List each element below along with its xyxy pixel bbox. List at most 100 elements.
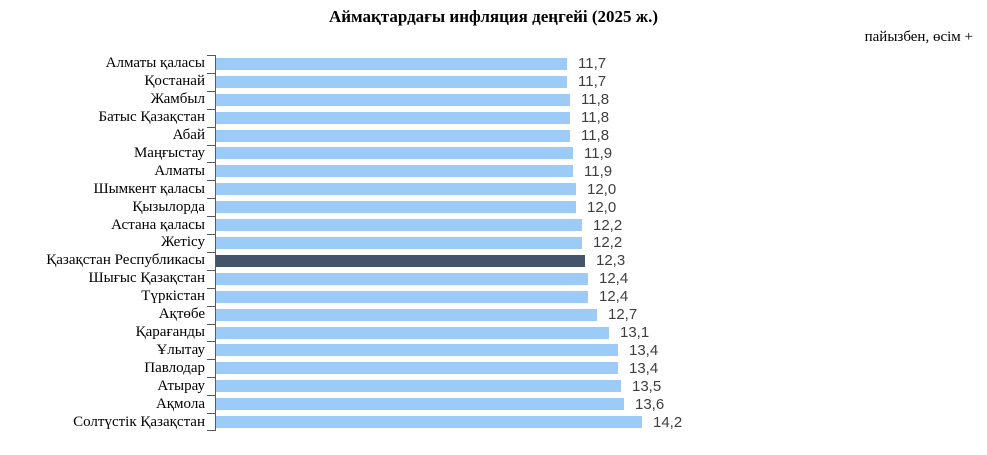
- category-label: Шымкент қаласы: [93, 180, 205, 197]
- bar: [216, 236, 582, 249]
- value-label: 14,2: [653, 413, 683, 431]
- category-label: Жетісу: [160, 234, 205, 251]
- category-label: Ұлытау: [156, 341, 205, 358]
- value-label: 13,6: [635, 395, 665, 413]
- axis-tick: [207, 162, 216, 163]
- category-label: Қызылорда: [132, 198, 205, 215]
- value-label: 11,7: [578, 55, 607, 73]
- axis-tick: [207, 359, 216, 360]
- category-label: Астана қаласы: [111, 216, 205, 233]
- bar: [216, 362, 618, 375]
- category-label: Алматы қаласы: [105, 55, 205, 72]
- axis-tick: [207, 234, 216, 235]
- axis-tick: [207, 288, 216, 289]
- chart-row: Шымкент қаласы 12,0: [0, 180, 987, 198]
- axis-tick: [207, 145, 216, 146]
- category-label: Ақтөбе: [158, 306, 205, 323]
- chart-row: Шығыс Қазақстан 12,4: [0, 270, 987, 288]
- category-label: Ақмола: [155, 395, 205, 412]
- value-label: 13,4: [629, 359, 659, 377]
- value-label: 11,9: [584, 162, 613, 180]
- axis-tick: [207, 306, 216, 307]
- bar: [216, 201, 576, 214]
- chart-row: Астана қаласы 12,2: [0, 216, 987, 234]
- bar-highlight: [216, 254, 585, 267]
- axis-tick: [207, 73, 216, 74]
- value-label: 12,3: [596, 252, 626, 270]
- value-label: 12,4: [599, 270, 629, 288]
- unit-note: пайызбен, өсім +: [864, 29, 973, 45]
- axis-tick: [207, 430, 216, 431]
- bar: [216, 398, 624, 411]
- category-label: Жамбыл: [150, 91, 205, 108]
- value-label: 11,7: [578, 73, 607, 91]
- value-label: 11,8: [581, 109, 610, 127]
- value-label: 11,9: [584, 144, 613, 162]
- chart-row: Алматы 11,9: [0, 162, 987, 180]
- value-label: 12,7: [608, 306, 638, 324]
- value-label: 11,8: [581, 127, 610, 145]
- axis-tick: [207, 216, 216, 217]
- chart-row: Солтүстік Қазақстан 14,2: [0, 413, 987, 431]
- chart-row: Маңғыстау 11,9: [0, 145, 987, 163]
- bar: [216, 183, 576, 196]
- category-label: Шығыс Қазақстан: [88, 270, 205, 287]
- value-label: 13,1: [620, 324, 650, 341]
- category-label: Қазақстан Республикасы: [46, 252, 205, 269]
- axis-tick: [207, 109, 216, 110]
- axis-tick: [207, 127, 216, 128]
- category-label: Қостанай: [144, 73, 205, 90]
- axis-tick: [207, 55, 216, 56]
- chart-row: Жетісу 12,2: [0, 234, 987, 252]
- chart-row: Ұлытау 13,4: [0, 341, 987, 359]
- chart-row: Қазақстан Республикасы 12,3: [0, 252, 987, 270]
- chart-row: Батыс Қазақстан 11,8: [0, 109, 987, 127]
- bar: [216, 219, 582, 232]
- bar: [216, 147, 573, 160]
- chart-row: Абай 11,8: [0, 127, 987, 145]
- bar-chart: Алматы қаласы 11,7 Қостанай 11,7 Жамбыл 11,8 Б…: [0, 55, 987, 431]
- chart-row: Жамбыл 11,8: [0, 91, 987, 109]
- category-label: Абай: [172, 127, 205, 144]
- chart-row: Қарағанды 13,1: [0, 324, 987, 342]
- bar: [216, 57, 567, 70]
- bar: [216, 290, 588, 303]
- axis-tick: [207, 341, 216, 342]
- axis-tick: [207, 91, 216, 92]
- value-label: 12,0: [587, 198, 617, 216]
- chart-row: Павлодар 13,4: [0, 359, 987, 377]
- axis-tick: [207, 270, 216, 271]
- bar: [216, 93, 570, 106]
- chart-row: Атырау 13,5: [0, 377, 987, 395]
- value-label: 12,4: [599, 288, 629, 306]
- bar: [216, 129, 570, 142]
- bar: [216, 165, 573, 178]
- value-label: 12,2: [593, 216, 623, 234]
- chart-row: Ақмола 13,6: [0, 395, 987, 413]
- category-label: Түркістан: [141, 288, 205, 305]
- chart-row: Алматы қаласы 11,7: [0, 55, 987, 73]
- axis-tick: [207, 324, 216, 325]
- category-label: Павлодар: [144, 359, 205, 376]
- bar: [216, 111, 570, 124]
- chart-title: Аймақтардағы инфляция деңгейі (2025 ж.): [328, 7, 659, 26]
- category-label: Батыс Қазақстан: [98, 109, 205, 126]
- value-label: 12,2: [593, 234, 623, 252]
- axis-tick: [207, 377, 216, 378]
- category-label: Солтүстік Қазақстан: [73, 413, 205, 430]
- axis-tick: [207, 180, 216, 181]
- category-label: Атырау: [157, 377, 205, 394]
- chart-row: Ақтөбе 12,7: [0, 306, 987, 324]
- chart-row: Түркістан 12,4: [0, 288, 987, 306]
- bar: [216, 326, 609, 339]
- bar: [216, 380, 621, 393]
- value-label: 13,5: [632, 377, 662, 395]
- value-label: 11,8: [581, 91, 610, 109]
- bar: [216, 416, 642, 429]
- bar: [216, 75, 567, 88]
- axis-tick: [207, 198, 216, 199]
- bar: [216, 308, 597, 321]
- axis-tick: [207, 395, 216, 396]
- chart-row: Қостанай 11,7: [0, 73, 987, 91]
